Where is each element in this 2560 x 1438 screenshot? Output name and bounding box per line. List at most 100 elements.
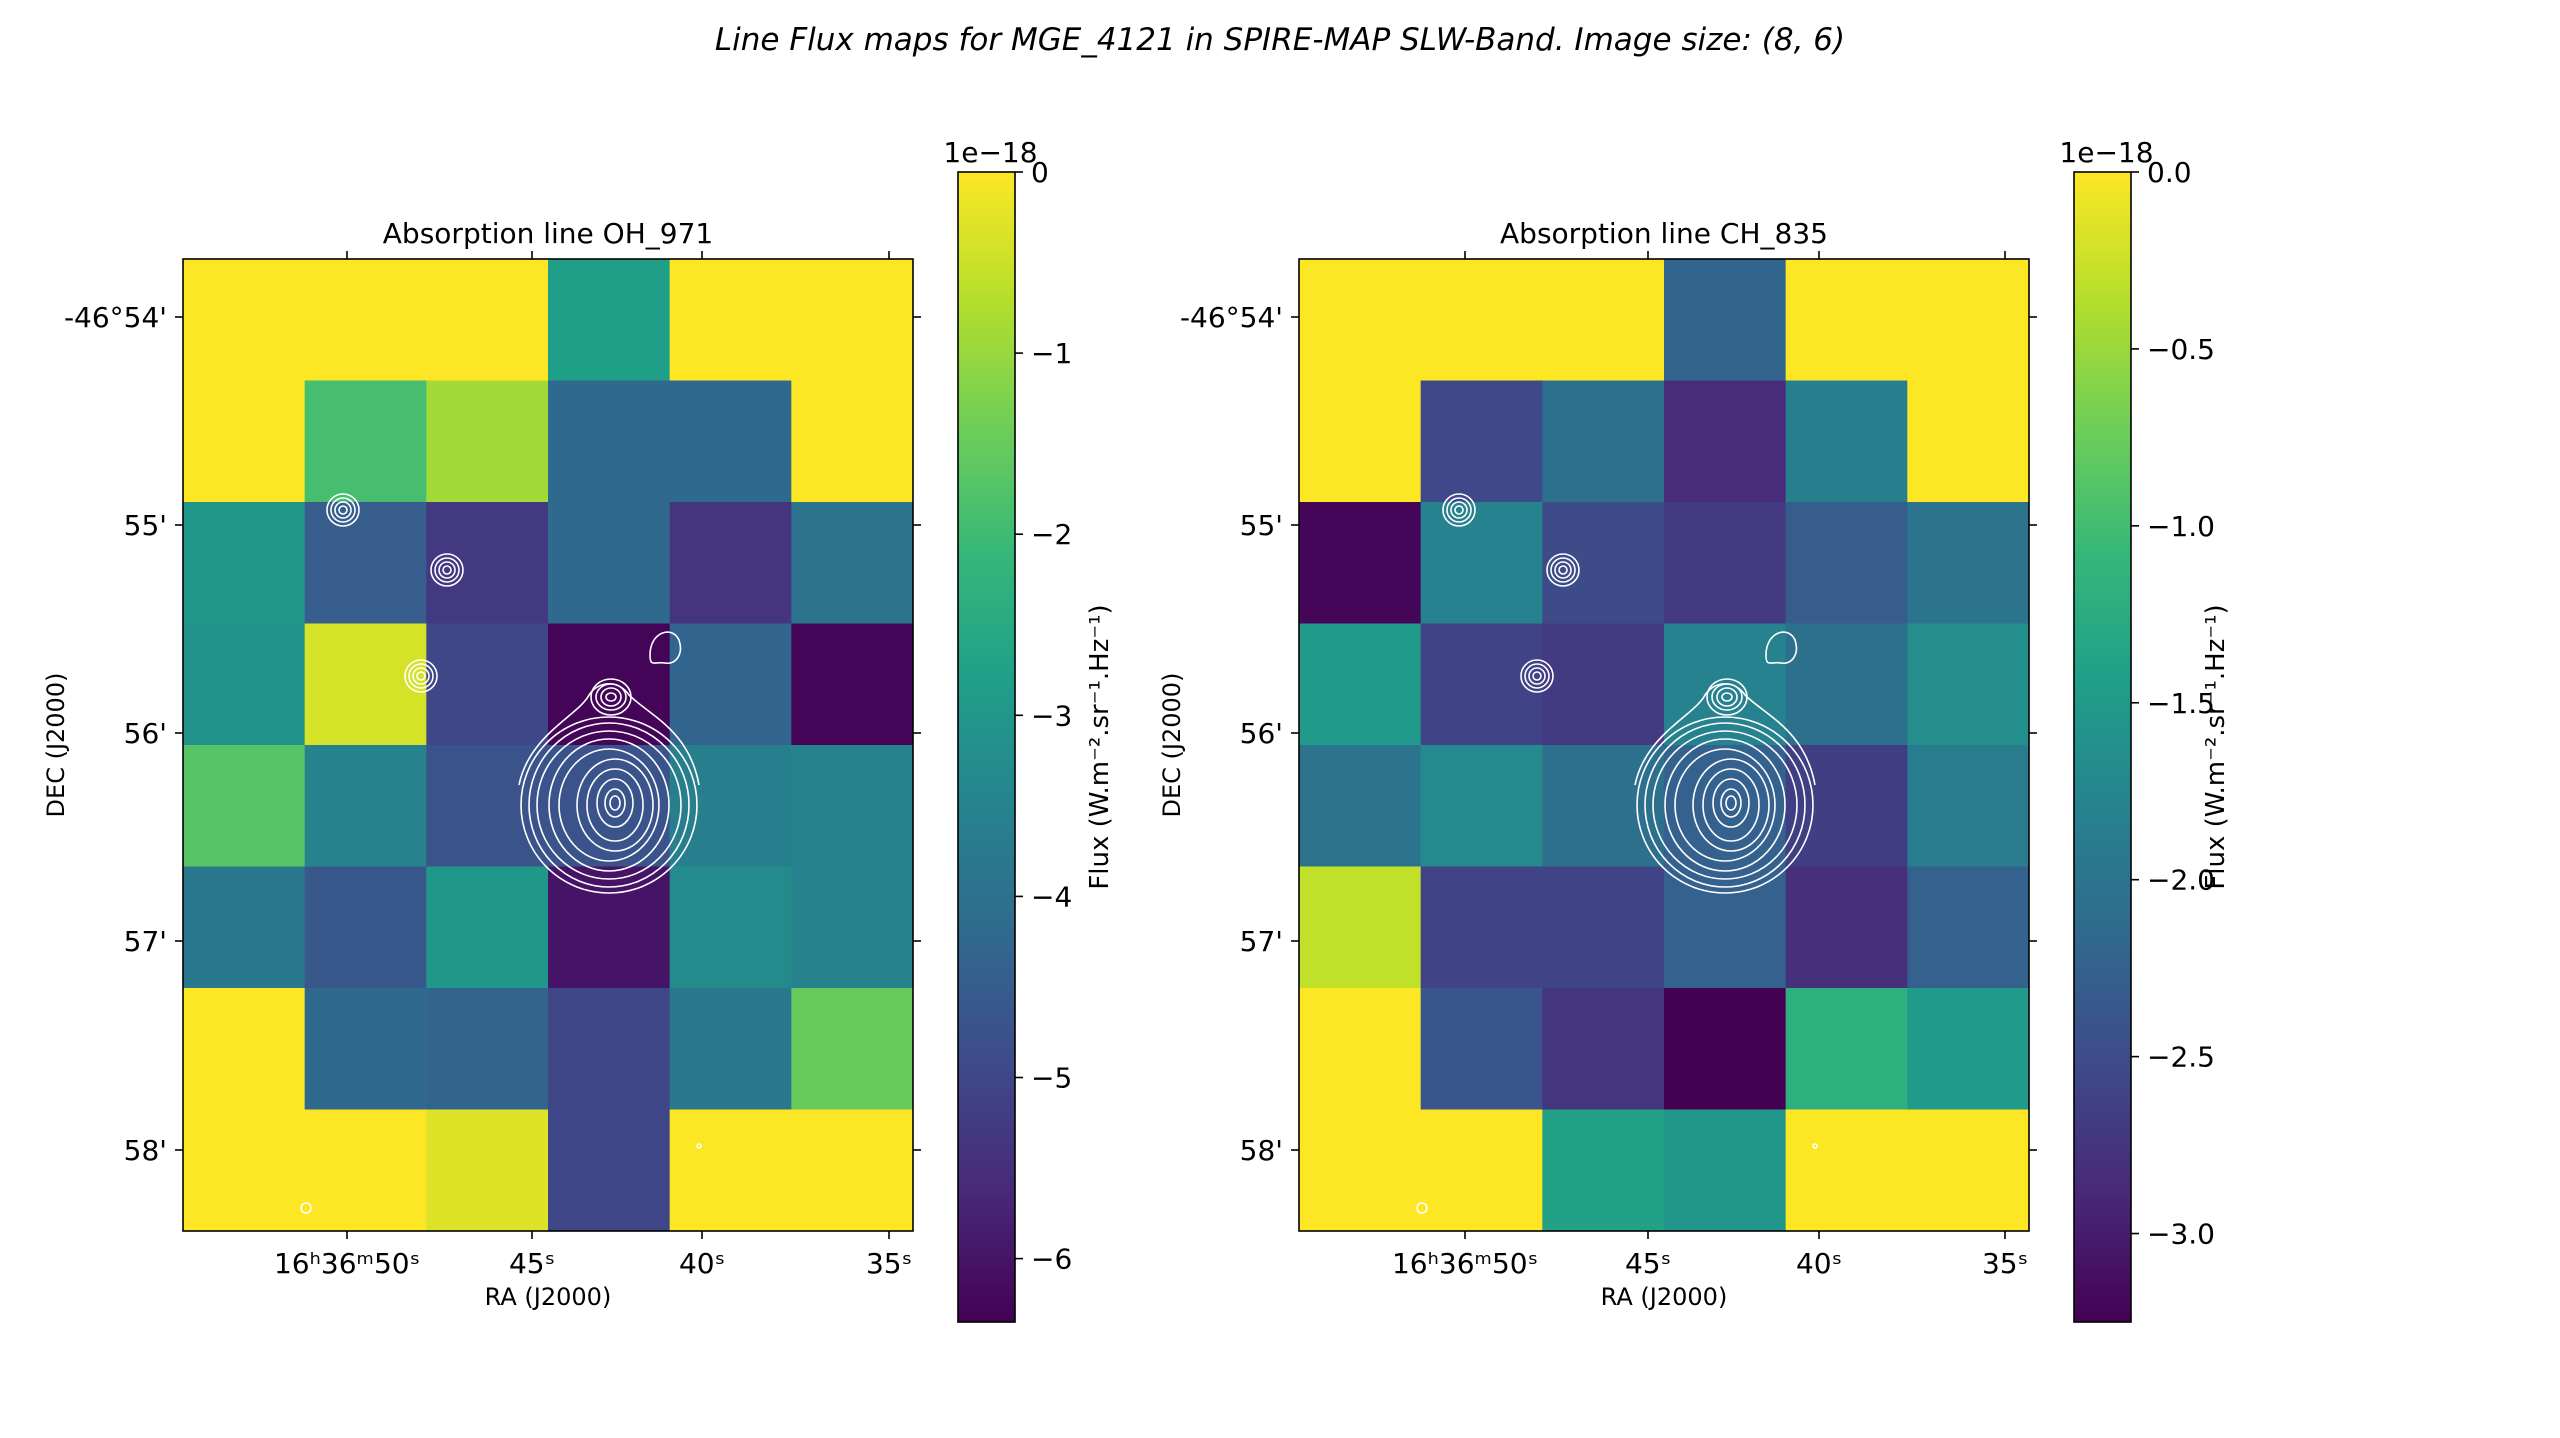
heatmap-cell	[1785, 745, 1908, 867]
contour-line	[1554, 561, 1572, 579]
heatmap-cell	[304, 745, 427, 867]
contour-line	[334, 501, 352, 519]
contour-line	[442, 565, 452, 575]
heatmap-cell	[1420, 502, 1543, 624]
contour-line	[1721, 692, 1733, 702]
x-tick-label: 40ˢ	[1796, 1247, 1842, 1280]
heatmap-cell	[1420, 259, 1543, 381]
heatmap-cell	[1907, 866, 2030, 989]
colorbar-label: Flux (W.m⁻².sr⁻¹.Hz⁻¹)	[1085, 604, 1115, 889]
heatmap-cell	[1907, 988, 2030, 1110]
contour-line	[548, 738, 670, 872]
heatmap-cell	[1664, 502, 1787, 624]
heatmap-cell	[426, 745, 549, 867]
contour-line	[1636, 716, 1814, 894]
contour-line	[1652, 730, 1798, 880]
contour-line	[604, 788, 626, 818]
heatmap-cell	[1299, 988, 1422, 1110]
colorbar-tick-label: −1.0	[2147, 510, 2215, 543]
heatmap-cell	[669, 1109, 792, 1232]
heatmap-cell	[304, 380, 427, 503]
heatmap-cell	[183, 866, 306, 989]
heatmap-cells	[183, 259, 914, 1232]
heatmap-cell	[791, 259, 914, 381]
contour-line	[430, 553, 464, 587]
heatmap-cell	[669, 866, 792, 989]
heatmap-cell	[1542, 1109, 1665, 1232]
colorbar-scale-label: 1e−18	[943, 136, 1037, 169]
heatmap-cell	[1299, 745, 1422, 867]
heatmap-cell	[791, 988, 914, 1110]
heatmap-cell	[1542, 866, 1665, 989]
y-tick-label: 58'	[1240, 1134, 1283, 1167]
colorbar-tick-label: −4	[1031, 880, 1072, 913]
heatmap-cell	[1420, 745, 1543, 867]
colorbar	[957, 171, 1016, 1323]
heatmap-cell	[548, 259, 671, 381]
y-axis-label: DEC (J2000)	[42, 673, 70, 818]
subplot-title: Absorption line CH_835	[1500, 217, 1828, 250]
contour-line	[1674, 748, 1776, 862]
heatmap-cell	[1299, 866, 1422, 989]
contour-line	[1712, 778, 1750, 828]
contour-line	[1528, 667, 1546, 685]
heatmap-cell	[183, 502, 306, 624]
contour-line	[330, 497, 356, 523]
heatmap-cell	[426, 623, 549, 746]
contour-line	[600, 687, 622, 707]
figure-title: Line Flux maps for MGE_4121 in SPIRE-MAP…	[715, 22, 1845, 58]
contour-line	[576, 758, 654, 852]
colorbar-tick-label: −6	[1031, 1243, 1072, 1276]
heatmap-cell	[1542, 259, 1665, 381]
heatmap-cell	[791, 1109, 914, 1232]
contour-line	[1550, 557, 1576, 583]
colorbar-tick-label: −2.0	[2147, 864, 2215, 897]
colorbar-tick-label: 0.0	[2147, 156, 2192, 189]
x-axis-label: RA (J2000)	[485, 1283, 612, 1311]
contour-line	[1524, 663, 1550, 689]
colorbar	[2073, 171, 2132, 1323]
y-tick-label: 55'	[124, 509, 167, 542]
contour-line	[595, 683, 627, 711]
colorbar-tick-label: −2	[1031, 518, 1072, 551]
x-tick-label: 35ˢ	[866, 1247, 912, 1280]
heatmap-cell	[1542, 623, 1665, 746]
contour-line	[558, 748, 660, 862]
heatmap-cell	[1664, 259, 1787, 381]
heatmap-cell	[304, 259, 427, 381]
contour-line	[404, 659, 438, 693]
contour-line	[520, 716, 698, 894]
heatmap-cell	[1542, 380, 1665, 503]
heatmap-cell	[426, 988, 549, 1110]
heatmap-cell	[669, 988, 792, 1110]
x-axis-label: RA (J2000)	[1601, 1283, 1728, 1311]
heatmap-cell	[1907, 380, 2030, 503]
heatmap-cell	[183, 1109, 306, 1232]
heatmap-cell	[669, 623, 792, 746]
heatmap-cell	[1664, 745, 1787, 867]
heatmap-cell	[669, 259, 792, 381]
heatmap-cell	[548, 988, 671, 1110]
contour-line	[1450, 501, 1468, 519]
contour-line	[536, 730, 682, 880]
contour-line	[586, 768, 644, 842]
heatmap-cell	[548, 502, 671, 624]
contour-line	[300, 1202, 312, 1214]
contour-line	[1558, 565, 1568, 575]
contour-line	[434, 557, 460, 583]
contour-line	[1711, 683, 1743, 711]
heatmap-cell	[304, 866, 427, 989]
heatmap-cell	[183, 259, 306, 381]
heatmap-cell	[1785, 502, 1908, 624]
heatmap-cell	[791, 866, 914, 989]
colorbar-tick-label: −2.5	[2147, 1041, 2215, 1074]
heatmap-cell	[1542, 502, 1665, 624]
heatmap-cell	[1907, 623, 2030, 746]
heatmap-cell	[1785, 988, 1908, 1110]
x-tick-label: 16ʰ36ᵐ50ˢ	[274, 1247, 420, 1280]
plot-frame	[182, 258, 914, 1232]
heatmap-cell	[426, 259, 549, 381]
contour-line	[1416, 1202, 1428, 1214]
heatmap-cell	[1420, 380, 1543, 503]
heatmap-cell	[1299, 502, 1422, 624]
